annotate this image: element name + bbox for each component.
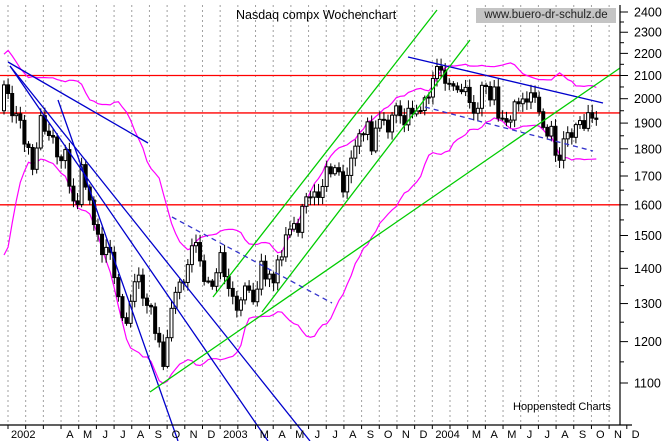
x-month-label: S bbox=[367, 429, 374, 441]
dashed-trendline bbox=[424, 106, 594, 152]
x-month-label: J bbox=[332, 429, 338, 441]
y-tick-label: 1200 bbox=[634, 335, 662, 349]
y-tick-label: 1700 bbox=[634, 169, 662, 183]
x-month-label: J bbox=[120, 429, 126, 441]
x-month-label: S bbox=[579, 429, 586, 441]
y-tick-label: 1800 bbox=[634, 142, 662, 156]
x-month-label: N bbox=[402, 429, 410, 441]
x-month-label: A bbox=[66, 429, 74, 441]
y-tick-label: 1500 bbox=[634, 229, 662, 243]
chart-credit: Hoppenstedt Charts bbox=[513, 401, 611, 413]
watermark-url: www.buero-dr-schulz.de bbox=[476, 8, 616, 23]
candlestick-series bbox=[2, 58, 599, 371]
x-month-label: O bbox=[172, 429, 181, 441]
x-month-label: D bbox=[632, 429, 640, 441]
x-month-label: J bbox=[527, 429, 533, 441]
x-month-label: A bbox=[561, 429, 569, 441]
y-tick-label: 1300 bbox=[634, 297, 662, 311]
x-month-label: D bbox=[420, 429, 428, 441]
bollinger-upper-band bbox=[3, 49, 597, 254]
y-tick-label: 1900 bbox=[634, 117, 662, 131]
x-year-label: 2004 bbox=[435, 429, 459, 441]
y-tick-label: 2000 bbox=[634, 92, 662, 106]
y-tick-label: 2300 bbox=[634, 26, 662, 40]
chart-title: Nasdaq compx Wochenchart bbox=[236, 8, 397, 22]
x-month-label: A bbox=[278, 429, 286, 441]
y-tick-label: 1400 bbox=[634, 262, 662, 276]
x-month-label: N bbox=[614, 429, 622, 441]
x-month-label: A bbox=[491, 429, 499, 441]
x-month-label: O bbox=[596, 429, 605, 441]
x-month-label: A bbox=[349, 429, 357, 441]
x-month-label: M bbox=[83, 429, 92, 441]
trendline bbox=[9, 65, 269, 441]
x-month-label: M bbox=[472, 429, 481, 441]
x-month-label: S bbox=[155, 429, 162, 441]
x-month-label: D bbox=[207, 429, 215, 441]
x-month-label: A bbox=[137, 429, 145, 441]
bollinger-lower-band bbox=[3, 117, 597, 385]
x-month-label: J bbox=[315, 429, 321, 441]
dashed-trendline bbox=[171, 216, 333, 304]
trendline bbox=[7, 61, 149, 144]
trendline bbox=[261, 39, 471, 313]
y-tick-label: 1100 bbox=[634, 377, 661, 391]
trendline bbox=[9, 65, 311, 441]
x-year-label: 2002 bbox=[11, 429, 35, 441]
trendline bbox=[212, 9, 438, 298]
x-month-label: M bbox=[260, 429, 269, 441]
trendline bbox=[57, 99, 179, 441]
x-month-label: J bbox=[102, 429, 108, 441]
x-month-label: M bbox=[295, 429, 304, 441]
x-month-label: M bbox=[507, 429, 516, 441]
x-month-label: N bbox=[190, 429, 198, 441]
x-year-label: 2003 bbox=[223, 429, 247, 441]
x-month-label: O bbox=[384, 429, 393, 441]
trendline bbox=[407, 56, 604, 104]
x-month-label: J bbox=[544, 429, 550, 441]
y-tick-label: 2100 bbox=[634, 69, 662, 83]
y-tick-label: 2200 bbox=[634, 47, 662, 61]
y-tick-label: 2400 bbox=[634, 6, 662, 20]
trendline bbox=[149, 67, 621, 393]
y-tick-label: 1600 bbox=[634, 198, 662, 212]
